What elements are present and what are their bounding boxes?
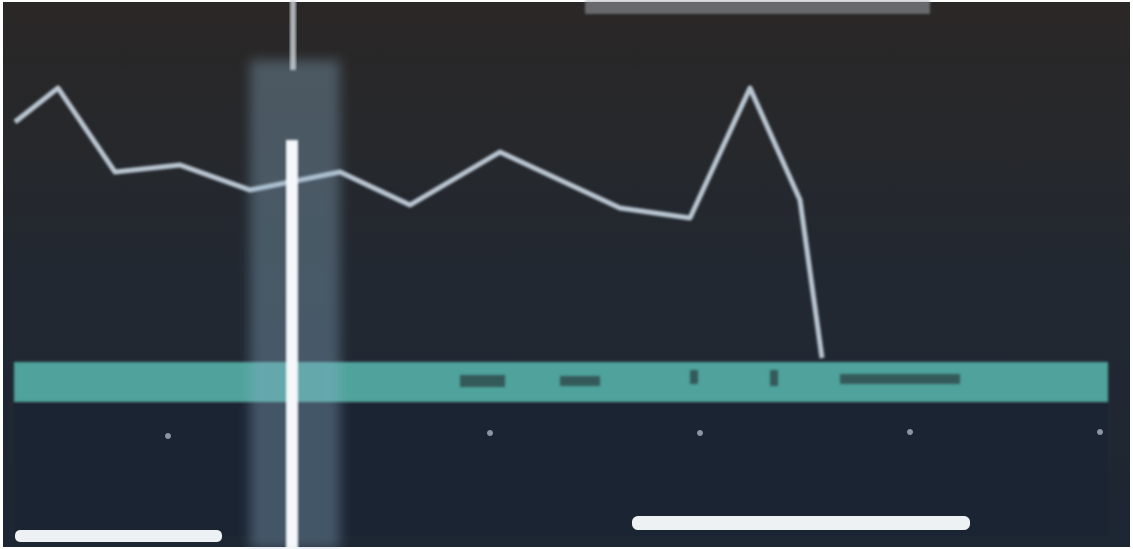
header-blur [585,0,930,14]
bottom-bar-left [15,530,222,542]
page [0,0,1133,549]
bottom-bar-right [632,516,970,530]
screen-photo [0,0,1133,549]
glare-top [290,0,296,70]
glare-core [286,140,298,549]
